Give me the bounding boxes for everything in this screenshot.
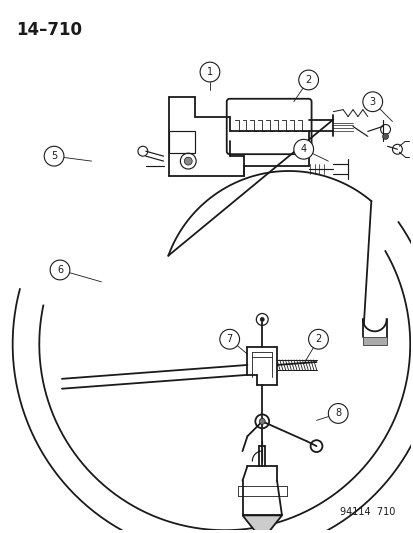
Text: 1: 1 (206, 67, 213, 77)
Circle shape (308, 329, 328, 349)
Circle shape (293, 139, 313, 159)
Text: 6: 6 (57, 265, 63, 275)
Circle shape (298, 70, 318, 90)
Text: 14–710: 14–710 (17, 21, 82, 38)
Text: 2: 2 (305, 75, 311, 85)
Bar (362, 337, 386, 345)
Circle shape (362, 92, 382, 111)
Circle shape (199, 62, 219, 82)
Circle shape (382, 133, 387, 139)
Text: 4: 4 (300, 144, 306, 154)
Circle shape (184, 157, 192, 165)
Text: 5: 5 (51, 151, 57, 161)
Circle shape (44, 146, 64, 166)
Circle shape (259, 418, 265, 424)
Text: 3: 3 (369, 96, 375, 107)
Bar (168, 132, 195, 153)
Circle shape (50, 260, 70, 280)
Text: 8: 8 (335, 408, 340, 418)
Polygon shape (242, 515, 281, 533)
Text: 7: 7 (226, 334, 232, 344)
Circle shape (219, 329, 239, 349)
Circle shape (328, 403, 347, 423)
Circle shape (260, 318, 263, 321)
Text: 2: 2 (315, 334, 321, 344)
Text: 94114  710: 94114 710 (339, 507, 394, 518)
